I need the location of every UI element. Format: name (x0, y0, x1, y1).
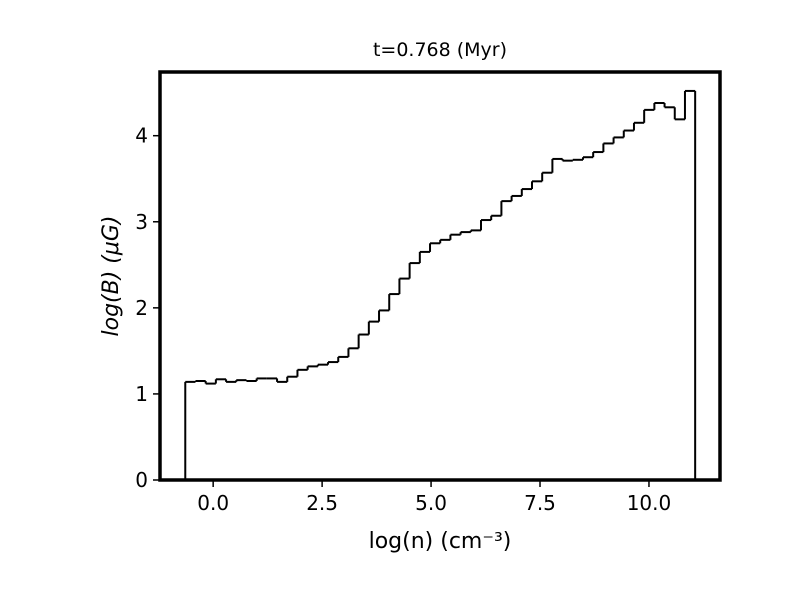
plot-frame (158, 70, 722, 482)
chart-title: t=0.768 (Myr) (373, 39, 507, 61)
y-tick-label: 1 (135, 382, 148, 406)
y-tick-label: 4 (135, 124, 148, 148)
x-tick-label: 2.5 (306, 491, 338, 515)
x-tick-label: 10.0 (627, 491, 672, 515)
x-tick-label: 0.0 (197, 491, 229, 515)
y-axis-label: log(B) (μG) (99, 216, 124, 337)
x-tick-label: 7.5 (524, 491, 556, 515)
x-axis-label: log(n) (cm⁻³) (369, 529, 512, 554)
y-tick-label: 0 (135, 468, 148, 492)
x-tick-label: 5.0 (415, 491, 447, 515)
y-tick-label: 3 (135, 210, 148, 234)
y-tick-label: 2 (135, 296, 148, 320)
